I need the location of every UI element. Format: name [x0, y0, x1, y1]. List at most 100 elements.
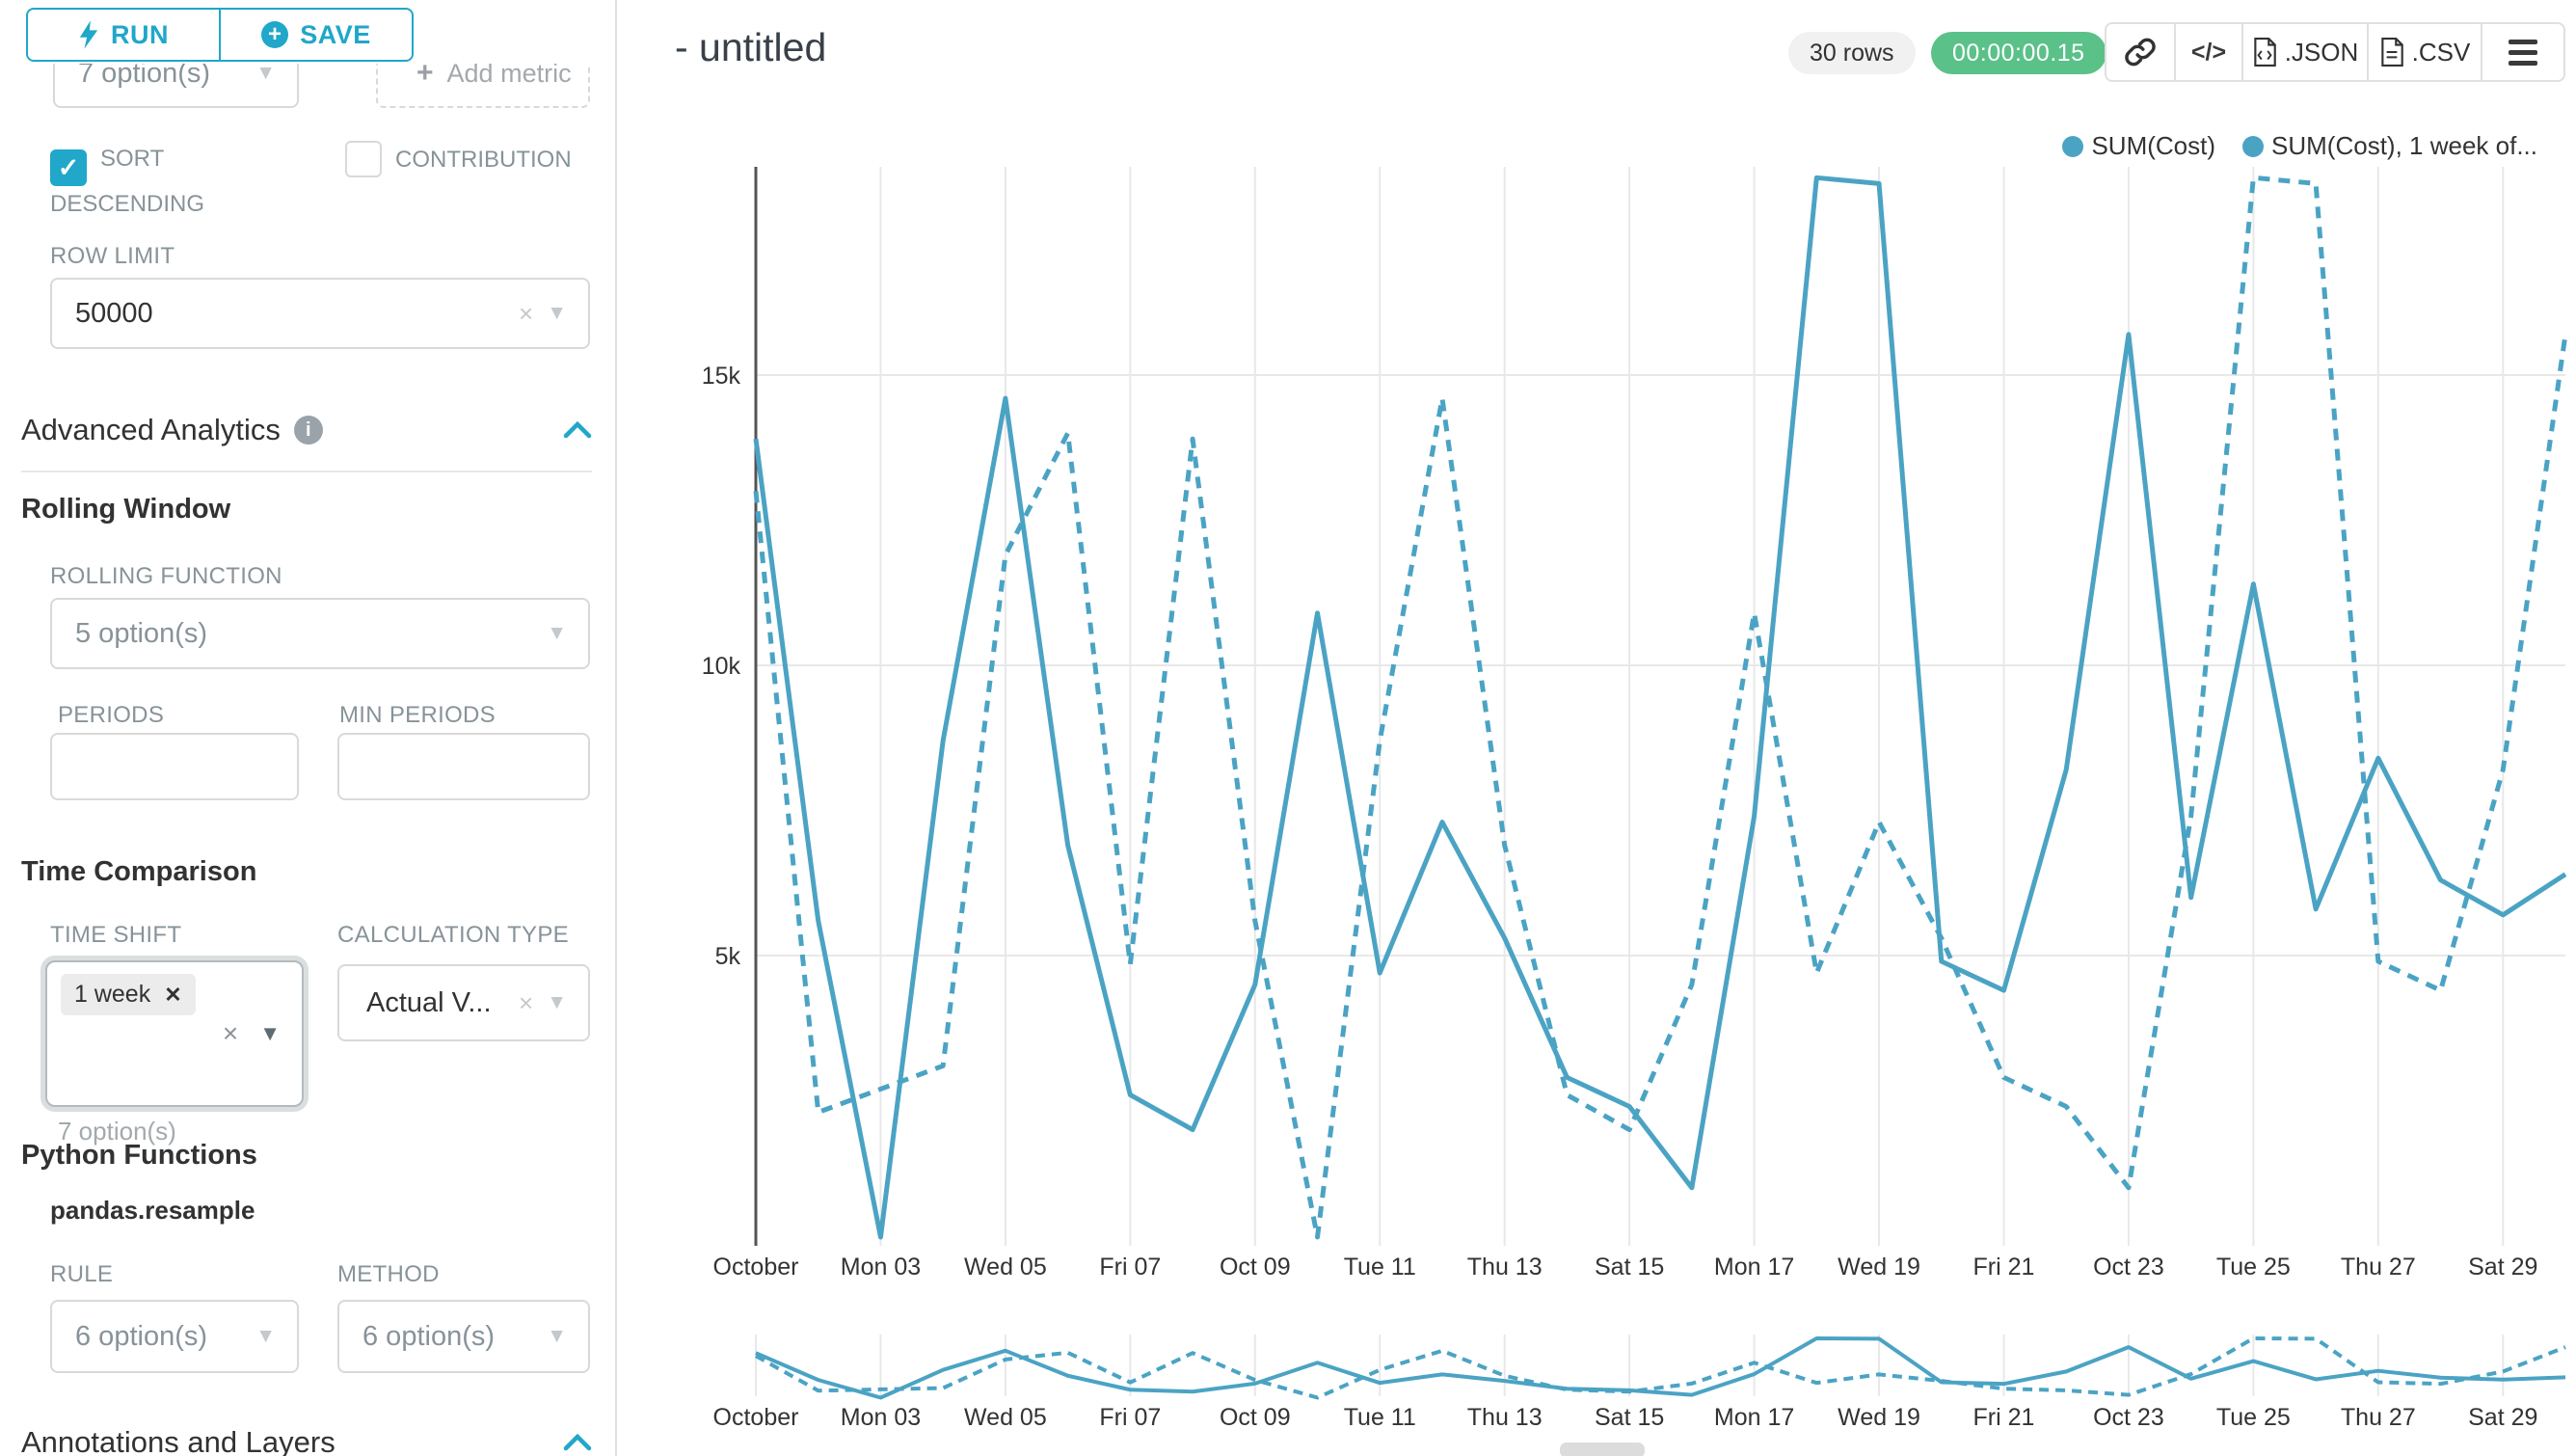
row-limit-select[interactable]: 50000 × ▼ [50, 278, 590, 349]
plus-circle-icon: + [261, 21, 289, 48]
timeseries-line-chart[interactable]: 5k 10k 15k October Mon 03 Wed 05 Fri 07 Oct 09 T… [619, 0, 2576, 1456]
svg-text:Thu 27: Thu 27 [2341, 1404, 2416, 1431]
time-shift-multiselect[interactable]: 1 week ✕ × ▼ [45, 960, 304, 1107]
svg-text:Fri 21: Fri 21 [1973, 1254, 2035, 1281]
svg-text:Thu 27: Thu 27 [2341, 1254, 2416, 1281]
resize-handle[interactable] [1560, 1443, 1645, 1456]
timer-badge[interactable]: 00:00:00.15 [1931, 32, 2106, 74]
sort-descending-label: SORT DESCENDING [50, 146, 205, 217]
chevron-up-icon[interactable] [563, 421, 592, 439]
svg-text:Mon 03: Mon 03 [841, 1254, 921, 1281]
controls-sidebar: 7 option(s) ▼ + Add metric RUN + SAVE ✓ S… [0, 0, 617, 1456]
csv-file-icon [2380, 38, 2403, 67]
svg-text:Tue 11: Tue 11 [1344, 1254, 1416, 1281]
row-limit-value: 50000 [75, 297, 153, 329]
save-label: SAVE [300, 19, 371, 49]
rule-value: 6 option(s) [75, 1320, 208, 1352]
clear-icon[interactable]: × [519, 987, 534, 1017]
caret-down-icon: ▼ [547, 1325, 567, 1347]
min-periods-label: MIN PERIODS [339, 702, 496, 728]
caret-down-icon: ▼ [255, 62, 276, 84]
export-csv-button[interactable]: .CSV [2367, 24, 2481, 80]
sort-descending-option[interactable]: ✓ SORT DESCENDING [50, 141, 272, 223]
min-periods-input[interactable] [337, 733, 590, 800]
svg-text:Wed 05: Wed 05 [964, 1254, 1047, 1281]
legend-item-sum-cost[interactable]: SUM(Cost) [2062, 131, 2215, 161]
method-value: 6 option(s) [362, 1320, 496, 1352]
export-json-button[interactable]: .JSON [2241, 24, 2367, 80]
clear-icon[interactable]: × [519, 298, 534, 328]
svg-text:Oct 09: Oct 09 [1220, 1404, 1291, 1431]
svg-text:Fri 07: Fri 07 [1099, 1404, 1161, 1431]
svg-text:Thu 13: Thu 13 [1467, 1404, 1543, 1431]
svg-text:10k: 10k [702, 653, 741, 680]
svg-text:Sat 15: Sat 15 [1595, 1404, 1664, 1431]
rolling-window-title: Rolling Window [21, 494, 231, 525]
clear-icon[interactable]: × [222, 1018, 239, 1048]
caret-down-icon: ▼ [547, 302, 567, 324]
legend-item-sum-cost-offset[interactable]: SUM(Cost), 1 week of... [2242, 131, 2537, 161]
legend-label: SUM(Cost) [2091, 131, 2216, 160]
more-options-button[interactable] [2481, 24, 2563, 80]
menu-icon [2509, 39, 2537, 66]
svg-text:Fri 07: Fri 07 [1099, 1254, 1161, 1281]
svg-text:Mon 17: Mon 17 [1714, 1404, 1794, 1431]
run-button[interactable]: RUN [28, 10, 219, 60]
svg-text:15k: 15k [702, 363, 741, 390]
svg-text:Tue 25: Tue 25 [2216, 1404, 2291, 1431]
json-file-icon [2253, 38, 2276, 67]
bolt-icon [79, 20, 98, 49]
run-label: RUN [111, 19, 169, 49]
chart-panel: - untitled 30 rows 00:00:00.15 </> .JSON [619, 0, 2576, 1456]
section-divider [21, 471, 592, 472]
info-icon[interactable]: i [293, 416, 323, 445]
svg-text:Sat 29: Sat 29 [2468, 1404, 2537, 1431]
method-label: METHOD [337, 1261, 440, 1287]
embed-code-button[interactable]: </> [2174, 24, 2241, 80]
time-comparison-title: Time Comparison [21, 856, 257, 887]
advanced-analytics-header[interactable]: Advanced Analytics i [21, 413, 592, 447]
rolling-function-value: 5 option(s) [75, 617, 208, 649]
run-save-button-group: RUN + SAVE [26, 8, 414, 62]
caret-down-icon: ▼ [547, 622, 567, 644]
time-shift-label: TIME SHIFT [50, 922, 182, 948]
chart-actions-group: </> .JSON .CSV [2105, 22, 2565, 82]
chevron-up-icon[interactable] [563, 1434, 592, 1451]
contribution-label: CONTRIBUTION [395, 147, 572, 173]
code-icon: </> [2190, 38, 2227, 66]
svg-text:Thu 13: Thu 13 [1467, 1254, 1543, 1281]
caret-down-icon: ▼ [259, 1021, 281, 1045]
svg-text:Tue 25: Tue 25 [2216, 1254, 2291, 1281]
calculation-type-select[interactable]: Actual V... × ▼ [337, 964, 590, 1041]
rule-select[interactable]: 6 option(s) ▼ [50, 1300, 299, 1373]
svg-text:October: October [713, 1404, 799, 1431]
periods-label: PERIODS [58, 702, 165, 728]
svg-text:Oct 09: Oct 09 [1220, 1254, 1291, 1281]
periods-input[interactable] [50, 733, 299, 800]
svg-text:Sat 15: Sat 15 [1595, 1254, 1664, 1281]
python-functions-title: Python Functions [21, 1140, 257, 1171]
sort-descending-checkbox[interactable]: ✓ [50, 149, 87, 186]
tag-close-icon[interactable]: ✕ [164, 982, 182, 1007]
svg-text:5k: 5k [715, 943, 741, 970]
svg-text:Fri 21: Fri 21 [1973, 1404, 2035, 1431]
contribution-option[interactable]: CONTRIBUTION [345, 141, 596, 178]
svg-text:Wed 05: Wed 05 [964, 1404, 1047, 1431]
save-button[interactable]: + SAVE [219, 10, 412, 60]
annotations-layers-header[interactable]: Annotations and Layers [21, 1425, 592, 1456]
share-link-button[interactable] [2106, 24, 2174, 80]
plus-icon: + [416, 57, 434, 89]
time-shift-helper: 7 option(s) [58, 1117, 176, 1146]
method-select[interactable]: 6 option(s) ▼ [337, 1300, 590, 1373]
svg-text:Sat 29: Sat 29 [2468, 1254, 2537, 1281]
rolling-function-select[interactable]: 5 option(s) ▼ [50, 598, 590, 669]
svg-text:Tue 11: Tue 11 [1344, 1404, 1416, 1431]
chart-title: - untitled [675, 25, 827, 69]
legend-dot [2242, 135, 2265, 157]
svg-text:Mon 17: Mon 17 [1714, 1254, 1794, 1281]
row-limit-label: ROW LIMIT [50, 243, 175, 269]
rows-badge: 30 rows [1788, 32, 1916, 74]
time-shift-tag: 1 week ✕ [61, 974, 196, 1015]
contribution-checkbox[interactable] [345, 141, 382, 177]
